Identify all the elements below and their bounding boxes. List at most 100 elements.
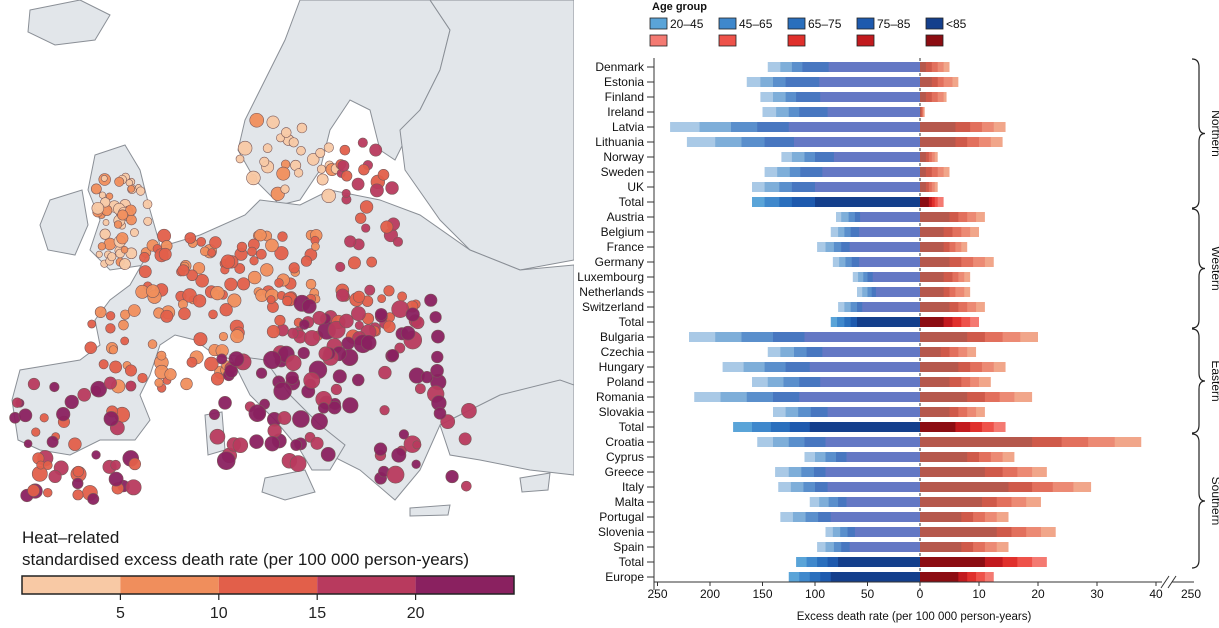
city-dot (125, 204, 137, 216)
city-dot (43, 488, 53, 498)
city-dot (307, 153, 320, 166)
country-label: Spain (613, 540, 644, 554)
region-label: Western (1209, 246, 1219, 290)
city-dot (386, 465, 405, 484)
country-label: Europe (605, 570, 644, 584)
city-dot (383, 285, 395, 297)
city-dot (429, 311, 442, 324)
heat-bar (920, 92, 932, 102)
city-dot (461, 402, 477, 419)
city-dot (91, 201, 105, 215)
cold-bar (825, 467, 920, 477)
cold-bar (827, 482, 920, 492)
heat-bar (920, 452, 968, 462)
region-bracket (1191, 328, 1206, 434)
city-dot (310, 413, 328, 431)
city-dot (90, 183, 102, 195)
city-dot (232, 437, 249, 453)
city-dot (285, 371, 299, 385)
finland-landmass (399, 0, 574, 271)
city-dot (398, 429, 409, 440)
heat-bar (920, 542, 962, 552)
excess-death-chart-panel: Denmark Estonia Finland Ireland Latvia Lithua… (574, 0, 1219, 623)
heat-bar (920, 167, 932, 177)
heat-bar (920, 122, 956, 132)
heat-bar (920, 512, 962, 522)
city-dot (297, 346, 310, 360)
city-dot (280, 184, 290, 194)
city-dot (158, 247, 172, 261)
axis-break-mark (1160, 575, 1170, 589)
heat-bar (920, 317, 944, 327)
heat-bar (920, 197, 929, 207)
city-dot (246, 170, 261, 186)
city-dot (248, 404, 267, 422)
city-dot (364, 284, 376, 296)
city-dot (440, 414, 456, 429)
city-dot (218, 331, 228, 342)
country-label: Netherlands (579, 285, 644, 299)
city-dot (94, 306, 107, 319)
city-dot (386, 349, 400, 362)
cold-bar (828, 62, 920, 72)
city-dot (72, 465, 84, 478)
city-dot (209, 428, 226, 445)
country-label: Bulgaria (600, 330, 644, 344)
country-label: Switzerland (582, 300, 644, 314)
city-dot (304, 330, 320, 347)
city-dot (247, 270, 262, 285)
city-dot (104, 376, 117, 390)
city-dot (210, 372, 225, 386)
city-dot (23, 439, 33, 449)
country-label: Luxembourg (577, 270, 644, 284)
city-dot (235, 154, 245, 164)
city-dot (281, 127, 292, 138)
cold-bar (859, 257, 920, 267)
city-dot (431, 350, 444, 364)
heat-bar (920, 377, 950, 387)
city-dot (105, 323, 116, 334)
cold-bar (830, 572, 920, 582)
city-dot (377, 294, 386, 303)
cold-bar (846, 497, 920, 507)
city-dot (355, 212, 367, 224)
ireland-landmass (39, 189, 89, 256)
city-dot (125, 380, 137, 392)
legend-label: 65–75 (808, 17, 842, 31)
city-dot (392, 236, 403, 247)
country-label: Belgium (601, 225, 644, 239)
city-dot (424, 293, 438, 307)
heat-bar (920, 107, 922, 117)
axis-break-mark (1167, 575, 1177, 589)
heat-bar (920, 152, 926, 162)
city-dot (433, 407, 447, 420)
city-dot (87, 493, 100, 505)
city-dot (344, 235, 357, 248)
city-dot (296, 146, 306, 156)
city-dot (420, 371, 434, 384)
city-dot (124, 364, 137, 377)
city-dot (369, 143, 383, 157)
country-label: Germany (595, 255, 644, 269)
cold-bar (820, 377, 920, 387)
country-label: Hungary (599, 360, 644, 374)
heat-bar (920, 467, 985, 477)
city-dot (110, 459, 121, 471)
country-label: Lithuania (595, 135, 644, 149)
colorbar-segment (317, 576, 416, 594)
country-label: Croatia (605, 435, 644, 449)
city-dot (216, 451, 236, 470)
legend-swatch-cold (787, 17, 806, 30)
city-dot (130, 228, 139, 237)
city-dot (228, 351, 245, 367)
colorbar-segment (120, 576, 219, 594)
cold-bar (794, 137, 920, 147)
turkey-landmass (439, 379, 574, 476)
cold-bar (860, 212, 920, 222)
city-dot (266, 324, 281, 339)
country-label: Denmark (595, 60, 645, 74)
legend-swatch-heat (787, 34, 806, 47)
city-dot (379, 405, 390, 416)
city-dot (342, 397, 359, 414)
city-dot (56, 407, 71, 422)
